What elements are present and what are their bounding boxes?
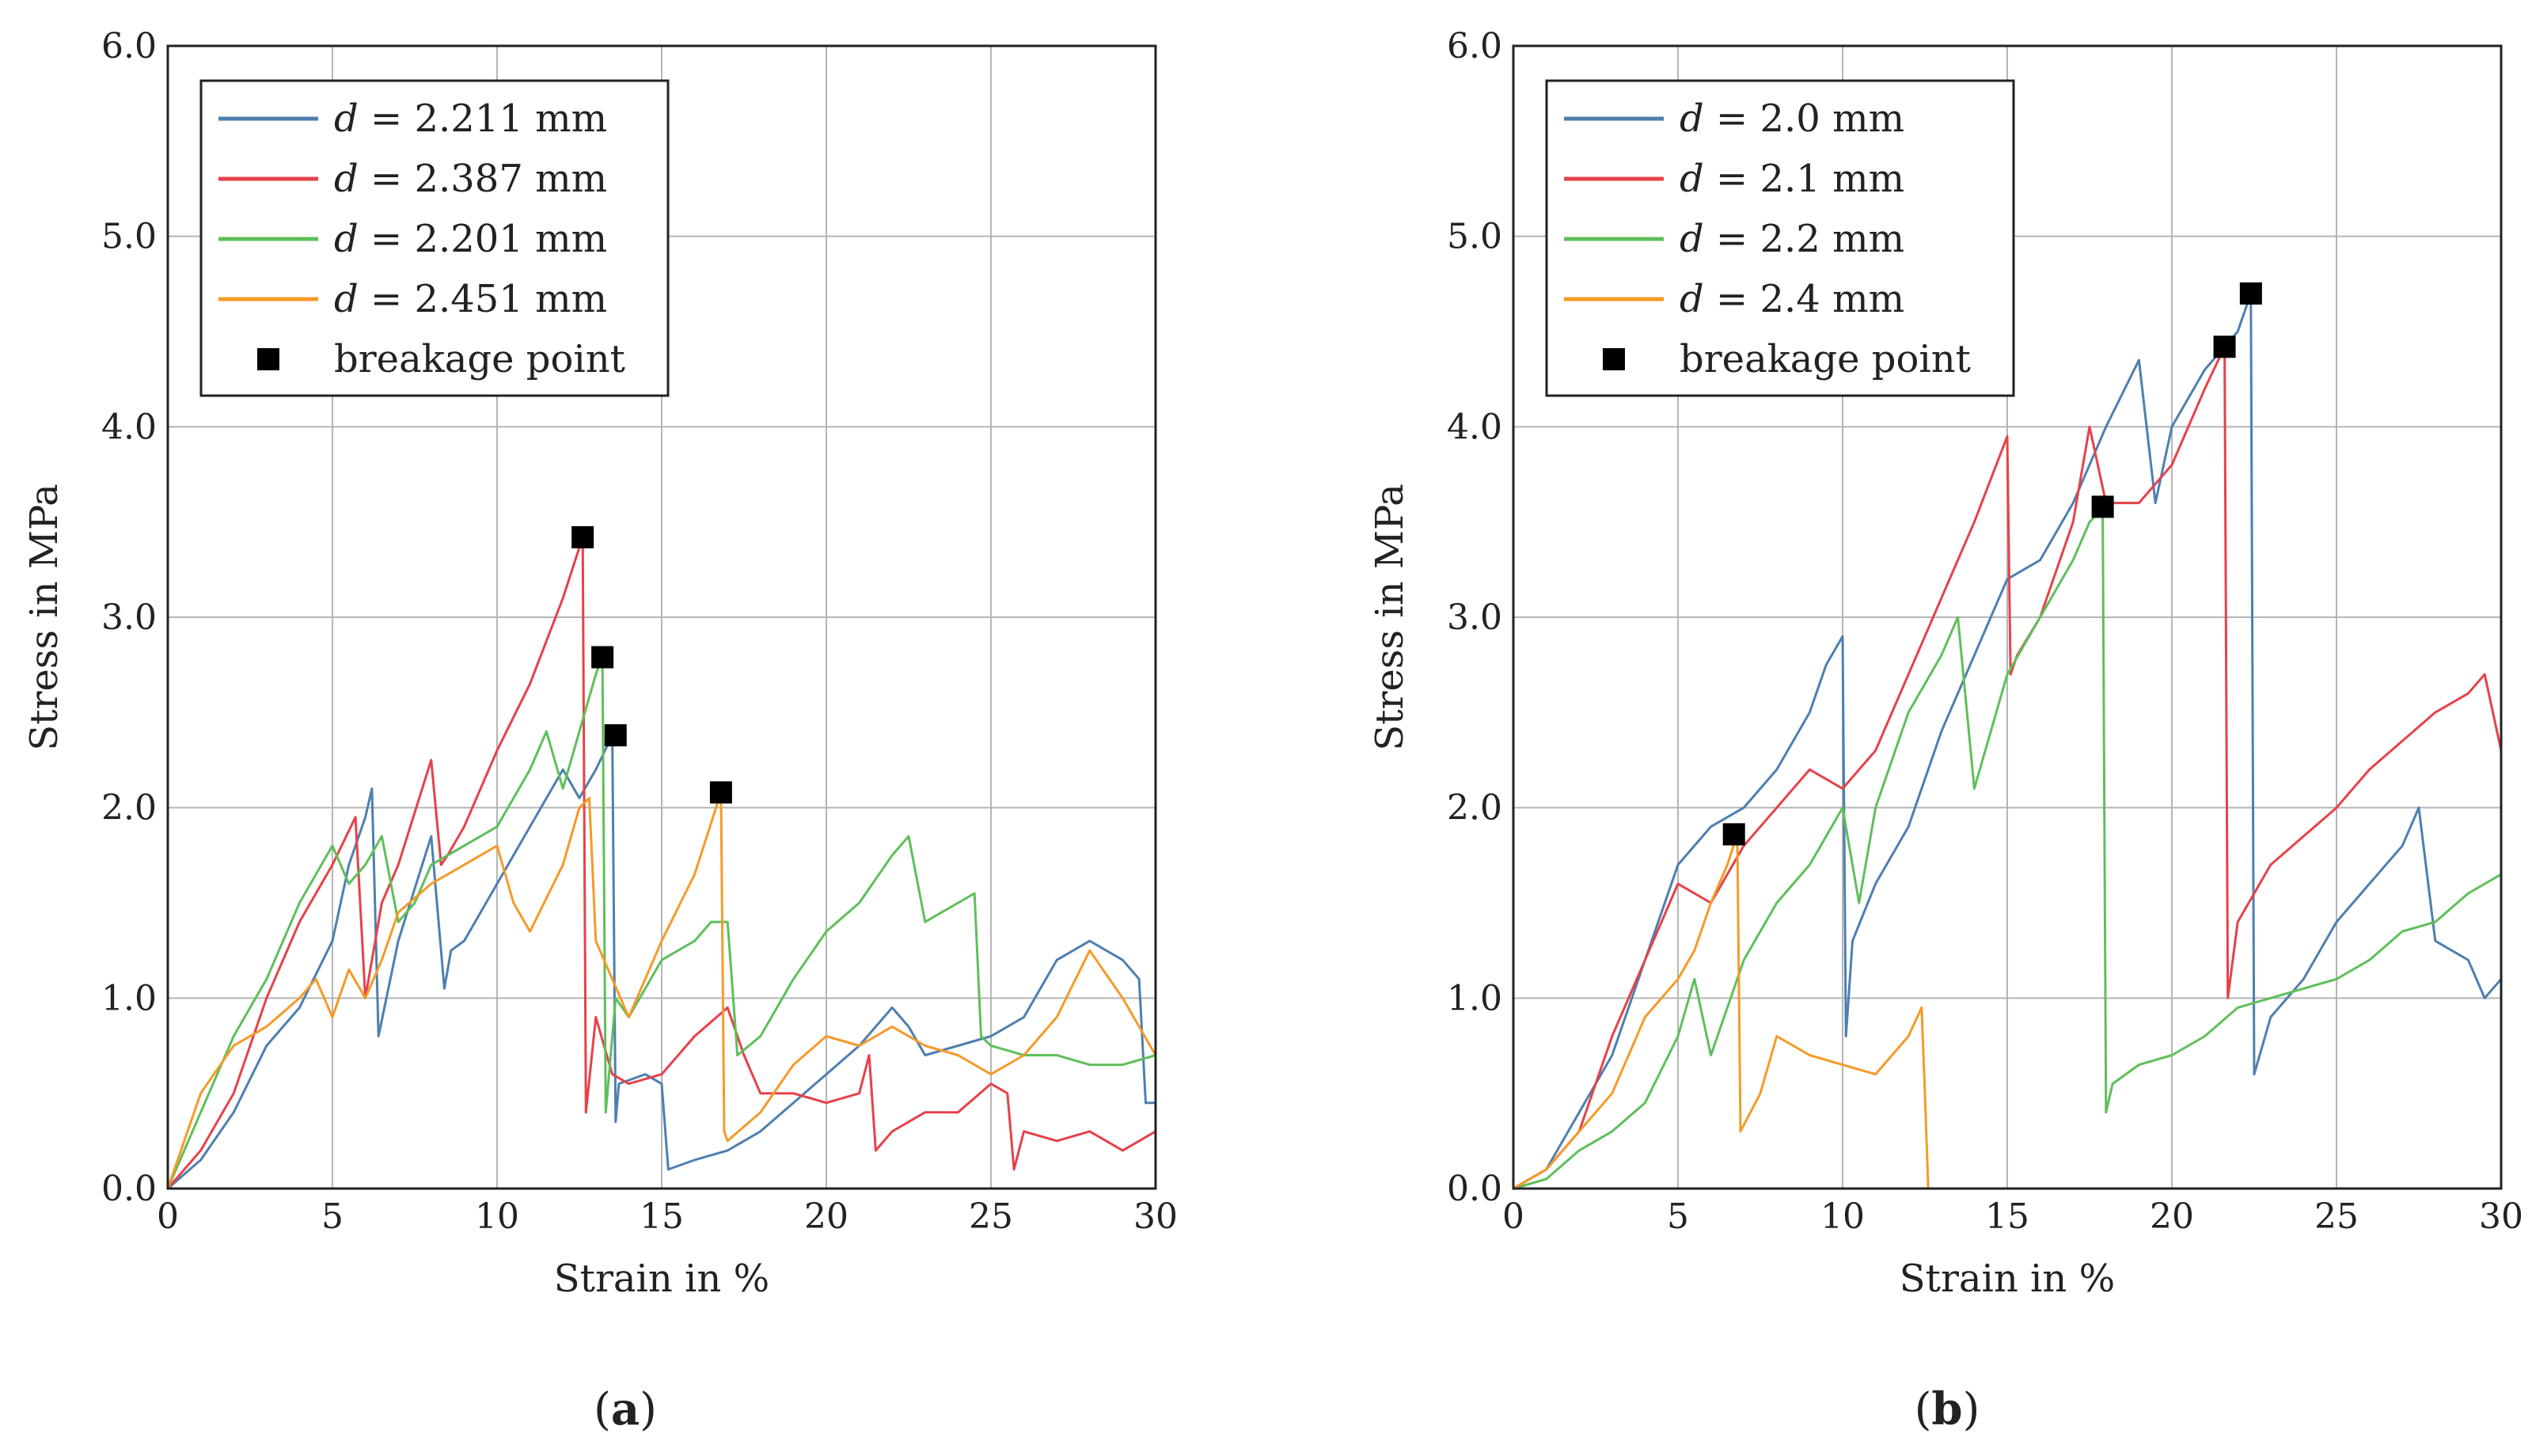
y-tick-label: 5.0 [1447,217,1502,257]
legend-entry-breakage: breakage point [334,337,625,381]
legend-entry: d = 2.4 mm [1680,277,1904,321]
x-tick-label: 20 [2150,1196,2194,1237]
y-tick-label: 2.0 [101,788,157,828]
legend-entry: d = 2.0 mm [1680,97,1904,141]
x-tick-label: 15 [640,1196,684,1237]
legend-entry: d = 2.211 mm [334,97,607,141]
x-tick-label: 25 [2314,1196,2359,1237]
series-line-b-4 [1512,832,2009,1190]
breakage-markers-a [571,525,732,804]
y-tick-label: 6.0 [1447,26,1502,66]
y-tick-labels-b: 0.0 1.0 2.0 3.0 4.0 5.0 6.0 [1447,26,1502,1209]
y-tick-label: 6.0 [101,26,157,66]
x-tick-label: 20 [804,1196,848,1237]
x-tick-label: 5 [321,1196,344,1237]
chart-panel-a: 0 5 10 15 20 25 30 0.0 1.0 2.0 3.0 4.0 5.0 6.0 Strai… [22,26,1178,1435]
y-tick-label: 1.0 [1447,978,1502,1018]
y-tick-label: 2.0 [1447,788,1502,828]
breakage-markers-b [1722,282,2262,846]
x-tick-label: 10 [1820,1196,1865,1237]
legend-a: d = 2.211 mm d = 2.387 mm d = 2.201 mm d = … [199,79,670,397]
breakage-point-marker [2091,495,2114,518]
y-tick-label: 1.0 [101,978,157,1018]
x-tick-label: 25 [969,1196,1013,1237]
breakage-point-marker [2213,336,2236,358]
x-tick-label: 30 [2479,1196,2523,1237]
legend-marker-swatch [1603,348,1625,370]
legend-b: d = 2.0 mm d = 2.1 mm d = 2.2 mm d = 2.4 mm… [1545,79,2015,397]
plot-frame-b [1512,44,2503,1190]
y-axis-label-b: Stress in MPa [1368,483,1412,750]
x-tick-label: 0 [1502,1196,1524,1237]
y-tick-label: 4.0 [1447,407,1502,447]
legend-marker-swatch [257,348,279,370]
legend-entry: d = 2.387 mm [334,157,607,201]
y-tick-label: 5.0 [101,217,157,257]
x-tick-label: 0 [157,1196,179,1237]
series-line-b-3 [1512,507,2503,1190]
x-tick-labels-a: 0 5 10 15 20 25 30 [157,1196,1178,1237]
x-tick-label: 15 [1985,1196,2029,1237]
breakage-point-marker [604,724,627,747]
series-group-a [166,536,1157,1190]
legend-entry: d = 2.201 mm [334,217,607,261]
legend-entry: d = 2.1 mm [1680,157,1904,201]
panel-caption-b: (b) [1915,1383,1980,1435]
series-line-a-1 [166,734,1157,1190]
plot-frame-a [166,44,1157,1190]
x-axis-label-a: Strain in % [554,1257,769,1301]
y-tick-labels-a: 0.0 1.0 2.0 3.0 4.0 5.0 6.0 [101,26,157,1209]
y-tick-label: 3.0 [1447,597,1502,638]
legend-entry: d = 2.2 mm [1680,217,1904,261]
series-line-a-3 [166,654,1157,1190]
breakage-point-marker [571,525,594,548]
series-line-a-4 [166,791,1157,1190]
x-tick-label: 10 [475,1196,519,1237]
panel-caption-a: (a) [594,1383,657,1435]
breakage-point-marker [1722,823,1745,846]
y-axis-label-a: Stress in MPa [22,483,66,750]
chart-panel-b: 0 5 10 15 20 25 30 0.0 1.0 2.0 3.0 4.0 5.0 6.0 Strai… [1368,26,2523,1435]
series-line-b-1 [1512,292,2503,1190]
y-tick-label: 3.0 [101,597,157,638]
legend-entry-breakage: breakage point [1680,337,1971,381]
x-tick-label: 5 [1667,1196,1689,1237]
y-tick-label: 0.0 [1447,1169,1502,1209]
legend-entry: d = 2.451 mm [334,277,607,321]
x-axis-label-b: Strain in % [1900,1257,2115,1301]
breakage-point-marker [709,781,732,804]
x-tick-label: 30 [1133,1196,1178,1237]
y-tick-label: 4.0 [101,407,157,447]
series-group-b [1512,292,2503,1190]
breakage-point-marker [591,646,614,669]
breakage-point-marker [2239,282,2262,305]
x-tick-labels-b: 0 5 10 15 20 25 30 [1502,1196,2523,1237]
y-tick-label: 0.0 [101,1169,157,1209]
